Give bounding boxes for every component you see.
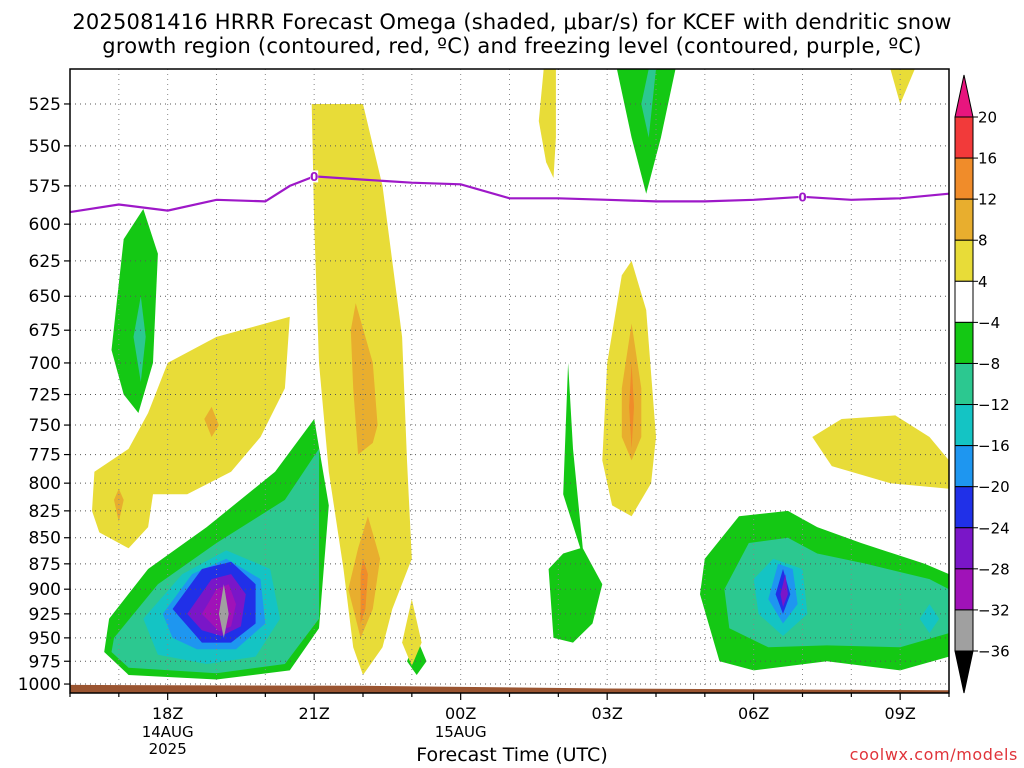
y-tick-label-950: 950 <box>29 629 61 649</box>
x-axis-title: Forecast Time (UTC) <box>416 744 608 766</box>
colorbar-segment-8 <box>954 404 974 447</box>
colorbar-segment-1 <box>954 116 974 159</box>
terrain <box>70 684 949 693</box>
freezing-label-bg-1 <box>798 190 807 203</box>
omega-region-12 <box>641 69 656 138</box>
colorbar-label-7: −12 <box>978 396 1010 414</box>
y-tick-label-675: 675 <box>29 321 61 341</box>
omega-region-26 <box>92 316 290 549</box>
colorbar-label-9: −20 <box>978 478 1010 496</box>
y-tick-label-575: 575 <box>29 177 61 197</box>
omega-region-7 <box>218 584 229 638</box>
x-tick-label-21Z: 21Z <box>299 704 330 723</box>
y-tick-label-775: 775 <box>29 446 61 466</box>
y-tick-label-925: 925 <box>29 605 61 625</box>
colorbar-label-1: 16 <box>978 150 997 168</box>
x-tick-label-00Z: 00Z <box>445 704 476 723</box>
omega-region-9 <box>133 296 146 382</box>
omega-region-31 <box>629 362 634 449</box>
x-tick-sublabel: 14AUG <box>142 723 194 741</box>
y-tick-label-700: 700 <box>29 354 61 374</box>
y-tick-label-875: 875 <box>29 555 61 575</box>
colorbar-label-12: −32 <box>978 601 1010 619</box>
colorbar-top-arrow <box>954 74 974 118</box>
omega-region-27 <box>114 488 124 522</box>
y-tick-label-900: 900 <box>29 580 61 600</box>
colorbar-label-11: −28 <box>978 560 1010 578</box>
colorbar-segment-4 <box>954 239 974 282</box>
omega-shading <box>92 69 949 680</box>
colorbar-segment-7 <box>954 362 974 406</box>
colorbar-segment-9 <box>954 445 974 488</box>
colorbar-label-10: −24 <box>978 519 1010 537</box>
y-tick-label-725: 725 <box>29 386 61 406</box>
colorbar-label-2: 12 <box>978 191 997 209</box>
y-tick-label-800: 800 <box>29 474 61 494</box>
y-tick-label-525: 525 <box>29 95 61 115</box>
y-tick-label-650: 650 <box>29 287 61 307</box>
omega-region-20 <box>780 574 788 607</box>
y-tick-label-600: 600 <box>29 215 61 235</box>
colorbar-label-3: 8 <box>978 232 988 250</box>
colorbar-segment-10 <box>954 486 974 529</box>
y-tick-label-825: 825 <box>29 502 61 522</box>
omega-region-11 <box>616 69 676 194</box>
omega-region-13 <box>548 362 603 643</box>
omega-region-25 <box>360 558 368 624</box>
terrain-fill <box>70 684 949 693</box>
colorbar-segment-2 <box>954 157 974 200</box>
omega-region-32 <box>812 415 949 489</box>
colorbar-label-13: −36 <box>978 643 1010 661</box>
colorbar-label-0: 20 <box>978 109 997 127</box>
y-axis: 525 550 575 600 625 650 675 700 725 750 775 800 825 8… <box>18 95 70 695</box>
freezing-level-label-1: 0 <box>798 190 806 204</box>
colorbar-segment-11 <box>954 527 974 570</box>
colorbar-label-5: −4 <box>978 314 1000 332</box>
colorbar-segment-6 <box>954 321 974 364</box>
colorbar-segment-13 <box>954 609 974 652</box>
omega-region-34 <box>890 69 915 104</box>
colorbar: 20 16 12 8 4 −4 −8 −12 −16 −20 −24 −28 −32 −36 <box>954 74 1010 694</box>
colorbar-label-6: −8 <box>978 355 1000 373</box>
freezing-level-label-0: 0 <box>310 170 318 184</box>
omega-region-17 <box>919 604 940 634</box>
omega-region-28 <box>204 406 219 437</box>
x-tick-label-09Z: 09Z <box>885 704 916 723</box>
colorbar-label-8: −16 <box>978 437 1010 455</box>
colorbar-label-4: 4 <box>978 273 988 291</box>
freezing-level-contour: 00 <box>70 170 949 214</box>
omega-region-21 <box>407 637 427 675</box>
y-tick-label-1000: 1000 <box>18 675 61 695</box>
credit-link[interactable]: coolwx.com/models <box>849 745 1018 764</box>
chart-title-line-1: 2025081416 HRRR Forecast Omega (shaded, … <box>72 10 952 34</box>
freezing-level-line <box>70 175 949 214</box>
freezing-label-bg-0 <box>310 170 319 183</box>
x-tick-label-03Z: 03Z <box>592 704 623 723</box>
omega-region-23 <box>350 303 378 455</box>
omega-region-33 <box>538 69 556 178</box>
colorbar-segment-3 <box>954 198 974 241</box>
omega-region-8 <box>111 209 158 413</box>
colorbar-segment-5 <box>954 280 974 323</box>
y-tick-label-850: 850 <box>29 529 61 549</box>
x-tick-sublabel: 2025 <box>149 740 187 758</box>
x-tick-label-06Z: 06Z <box>738 704 769 723</box>
x-tick-sublabel: 15AUG <box>435 723 487 741</box>
x-tick-label-18Z: 18Z <box>152 704 183 723</box>
y-tick-label-550: 550 <box>29 137 61 157</box>
colorbar-segment-12 <box>954 568 974 611</box>
y-tick-label-750: 750 <box>29 416 61 436</box>
y-tick-label-975: 975 <box>29 652 61 672</box>
colorbar-bottom-arrow <box>954 650 974 694</box>
grid-lines <box>70 69 949 693</box>
y-tick-label-625: 625 <box>29 252 61 272</box>
chart-title-line-2: growth region (contoured, red, ºC) and f… <box>102 34 922 58</box>
omega-region-35 <box>402 599 422 666</box>
